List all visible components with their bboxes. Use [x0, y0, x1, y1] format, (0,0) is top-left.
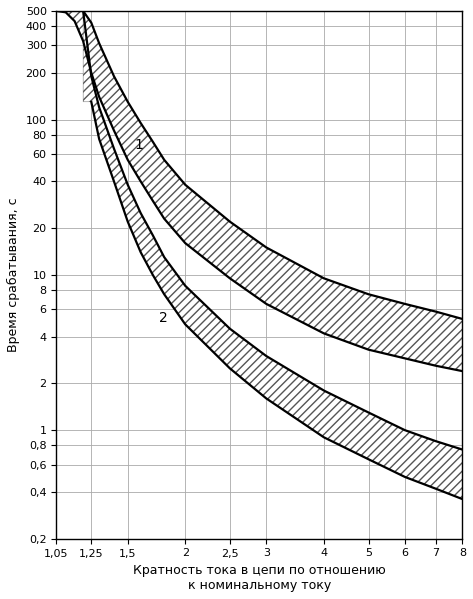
Text: 1: 1: [134, 138, 143, 152]
Text: 2: 2: [158, 311, 167, 325]
Y-axis label: Время срабатывания, с: Время срабатывания, с: [7, 198, 20, 352]
X-axis label: Кратность тока в цепи по отношению
к номинальному току: Кратность тока в цепи по отношению к ном…: [133, 564, 386, 592]
